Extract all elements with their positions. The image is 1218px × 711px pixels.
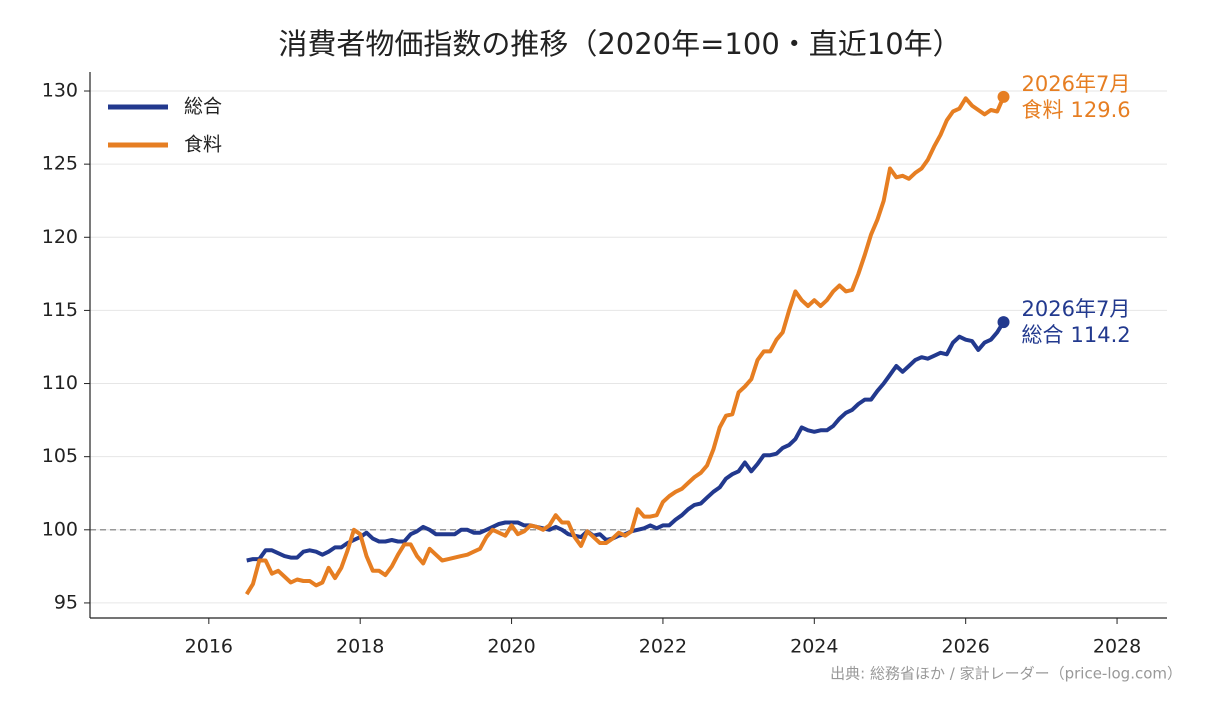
x-tick-label: 2026	[941, 636, 989, 658]
x-tick-label: 2022	[639, 636, 687, 658]
y-tick-label: 125	[42, 153, 78, 175]
end-label-value: 114.2	[1071, 323, 1131, 347]
end-label-name: 総合	[1022, 323, 1064, 347]
end-label: 食料 129.6	[1022, 98, 1131, 122]
x-tick-label: 2020	[487, 636, 535, 658]
legend-label: 食料	[184, 134, 222, 156]
y-tick-label: 130	[42, 80, 78, 102]
series-line	[244, 96, 1006, 596]
chart-title: 消費者物価指数の推移（2020年=100・直近10年）	[278, 27, 961, 61]
end-point	[997, 90, 1010, 103]
end-label-date: 2026年7月	[1022, 297, 1131, 321]
y-tick-label: 110	[42, 372, 78, 394]
end-label: 総合 114.2	[1022, 323, 1131, 347]
x-tick-label: 2024	[790, 636, 838, 658]
y-tick-label: 115	[42, 299, 78, 321]
legend-label: 総合	[184, 96, 222, 118]
end-label-name: 食料	[1022, 98, 1064, 122]
end-label-value: 129.6	[1071, 98, 1131, 122]
x-tick-label: 2028	[1093, 636, 1141, 658]
y-tick-label: 105	[42, 445, 78, 467]
end-label-date: 2026年7月	[1022, 72, 1131, 96]
y-tick-label: 95	[54, 591, 78, 613]
x-tick-label: 2016	[185, 636, 233, 658]
source-note: 出典: 総務省ほか / 家計レーダー（price-log.com）	[830, 665, 1182, 683]
end-point	[997, 316, 1010, 329]
x-tick-label: 2018	[336, 636, 384, 658]
series-line	[246, 321, 1006, 563]
y-tick-label: 100	[42, 518, 78, 540]
y-tick-label: 120	[42, 226, 78, 248]
